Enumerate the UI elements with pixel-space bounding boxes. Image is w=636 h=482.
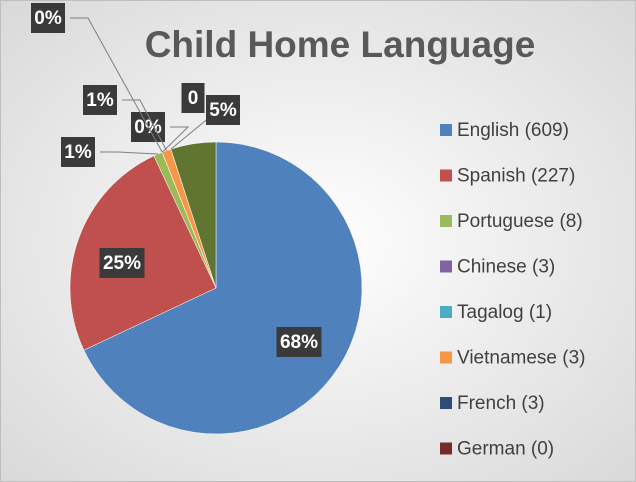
legend-label: Vietnamese (3) [457, 348, 586, 369]
leader-line [70, 17, 163, 153]
legend-swatch [440, 397, 452, 409]
data-label-box [83, 85, 117, 115]
leader-line [100, 151, 159, 155]
legend-swatch [440, 442, 452, 455]
data-label: 1% [86, 90, 114, 111]
legend-label: Spanish (227) [457, 166, 575, 187]
legend-swatch [440, 260, 452, 273]
data-label-box [99, 248, 145, 278]
legend-label: Tagalog (1) [457, 302, 552, 323]
legend-label: English (609) [457, 120, 569, 141]
legend-swatch [440, 169, 452, 182]
data-label-box [206, 95, 240, 125]
data-label-box [31, 3, 65, 33]
legend-label: Chinese (3) [457, 257, 555, 278]
data-label: 1% [64, 142, 92, 163]
legend-swatch [440, 351, 452, 364]
legend-swatch [440, 306, 452, 318]
data-label: 68% [280, 332, 318, 353]
data-label-box [61, 137, 95, 167]
legend-swatch [440, 124, 452, 136]
legend-label: Portuguese (8) [457, 211, 583, 232]
data-label-box [276, 327, 322, 357]
data-label: 5% [209, 100, 237, 121]
legend-swatch [440, 215, 452, 227]
chart-title: Child Home Language [145, 24, 536, 65]
legend-label: French (3) [457, 393, 545, 414]
leader-line [122, 99, 167, 151]
leader-line [161, 126, 190, 153]
data-label-box [181, 83, 205, 113]
data-label: 25% [103, 253, 141, 274]
data-label: 0 [188, 88, 199, 109]
data-label: 0% [34, 8, 62, 29]
pie-slice [83, 141, 363, 435]
legend-label: German (0) [457, 439, 554, 460]
